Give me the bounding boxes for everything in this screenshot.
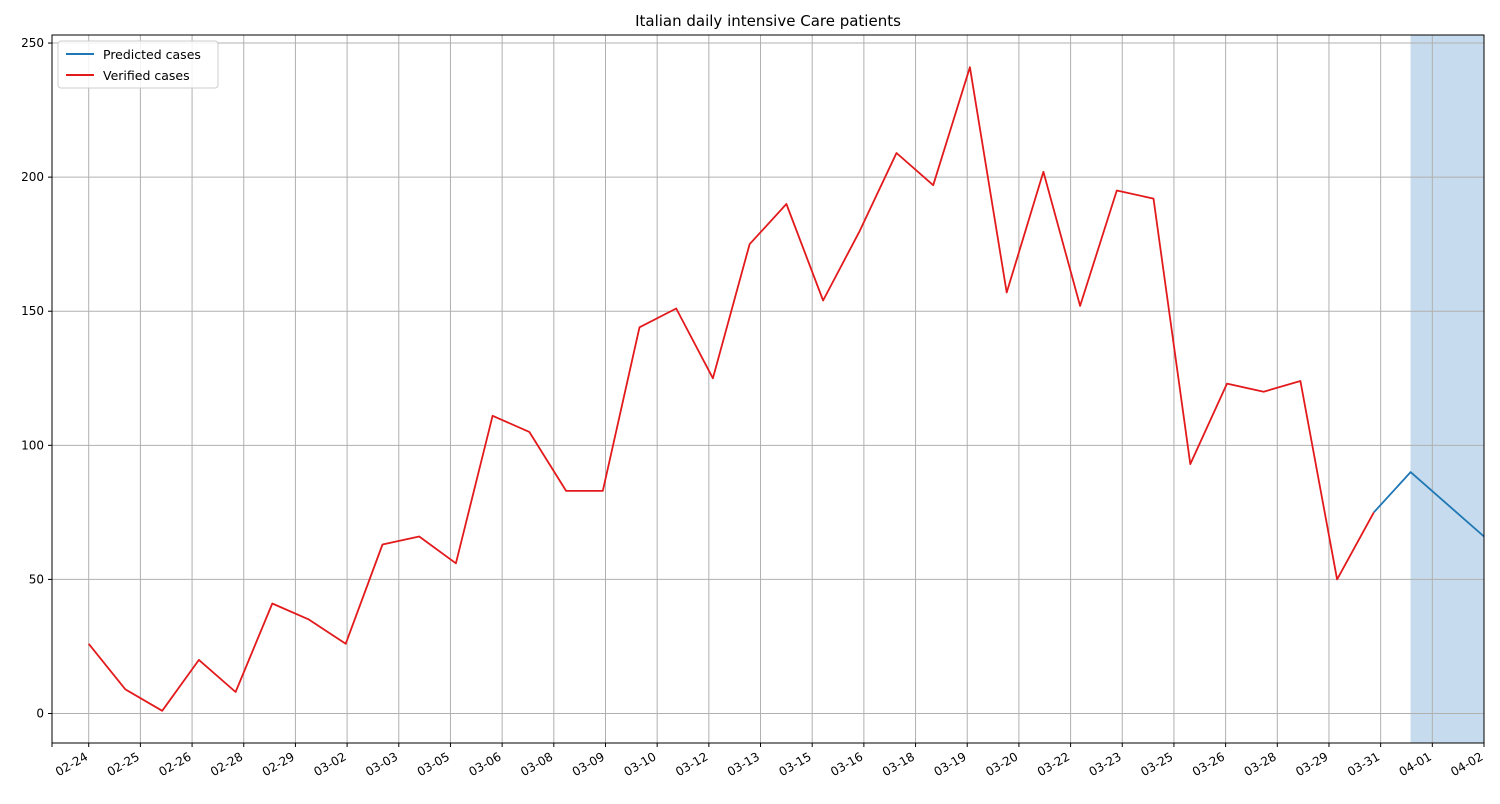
x-tick-label: 03-15 <box>776 749 813 779</box>
x-tick-label: 03-05 <box>415 749 452 779</box>
x-tick-label: 03-26 <box>1190 749 1227 779</box>
x-tick-label: 04-01 <box>1397 749 1434 779</box>
x-tick-label: 03-18 <box>880 749 917 779</box>
axis-layer: 0 50 100 150 200 250 02-24 02-25 02-26 02-28 02-29… <box>21 36 1485 779</box>
y-tick-label: 100 <box>21 438 44 452</box>
x-tick-label: 03-10 <box>621 749 658 779</box>
series-line-verified <box>87 66 1375 712</box>
x-tick-label: 04-02 <box>1448 749 1485 779</box>
x-tick-label: 02-25 <box>105 749 142 779</box>
plot-frame <box>51 34 1485 744</box>
chart-title: Italian daily intensive Care patients <box>635 12 901 30</box>
y-tick-label: 150 <box>21 304 44 318</box>
x-tick-label: 02-24 <box>53 749 90 779</box>
x-tick-label: 03-02 <box>311 749 348 779</box>
x-tick-label: 03-16 <box>828 749 865 779</box>
y-tick-label: 200 <box>21 170 44 184</box>
y-tick-label: 50 <box>29 572 44 586</box>
y-tick-label: 250 <box>21 36 44 50</box>
highlight-span-layer <box>1410 35 1484 743</box>
x-tick-label: 03-08 <box>518 749 555 779</box>
x-tick-label: 03-23 <box>1087 749 1124 779</box>
x-tick-label: 03-19 <box>932 749 969 779</box>
x-tick-label: 03-06 <box>466 749 503 779</box>
legend-label-predicted: Predicted cases <box>103 47 201 62</box>
x-tick-label: 03-09 <box>570 749 607 779</box>
x-tick-label: 02-26 <box>156 749 193 779</box>
legend: Predicted cases Verified cases <box>57 40 219 89</box>
x-tick-label: 02-29 <box>260 749 297 779</box>
forecast-span <box>1410 35 1484 743</box>
x-tick-label: 03-29 <box>1293 749 1330 779</box>
x-tick-label: 03-22 <box>1035 749 1072 779</box>
legend-box <box>57 40 219 89</box>
x-tick-label: 03-12 <box>673 749 710 779</box>
series-layer <box>87 66 1485 712</box>
series-line-predicted <box>1373 471 1485 538</box>
x-tick-label: 02-28 <box>208 749 245 779</box>
x-tick-label: 03-13 <box>725 749 762 779</box>
y-tick-label: 0 <box>36 707 44 721</box>
legend-label-verified: Verified cases <box>103 68 190 83</box>
x-tick-label: 03-31 <box>1345 749 1382 779</box>
grid-layer <box>52 35 1485 743</box>
x-tick-label: 03-20 <box>983 749 1020 779</box>
x-tick-label: 03-25 <box>1138 749 1175 779</box>
x-tick-label: 03-28 <box>1242 749 1279 779</box>
x-tick-label: 03-03 <box>363 749 400 779</box>
